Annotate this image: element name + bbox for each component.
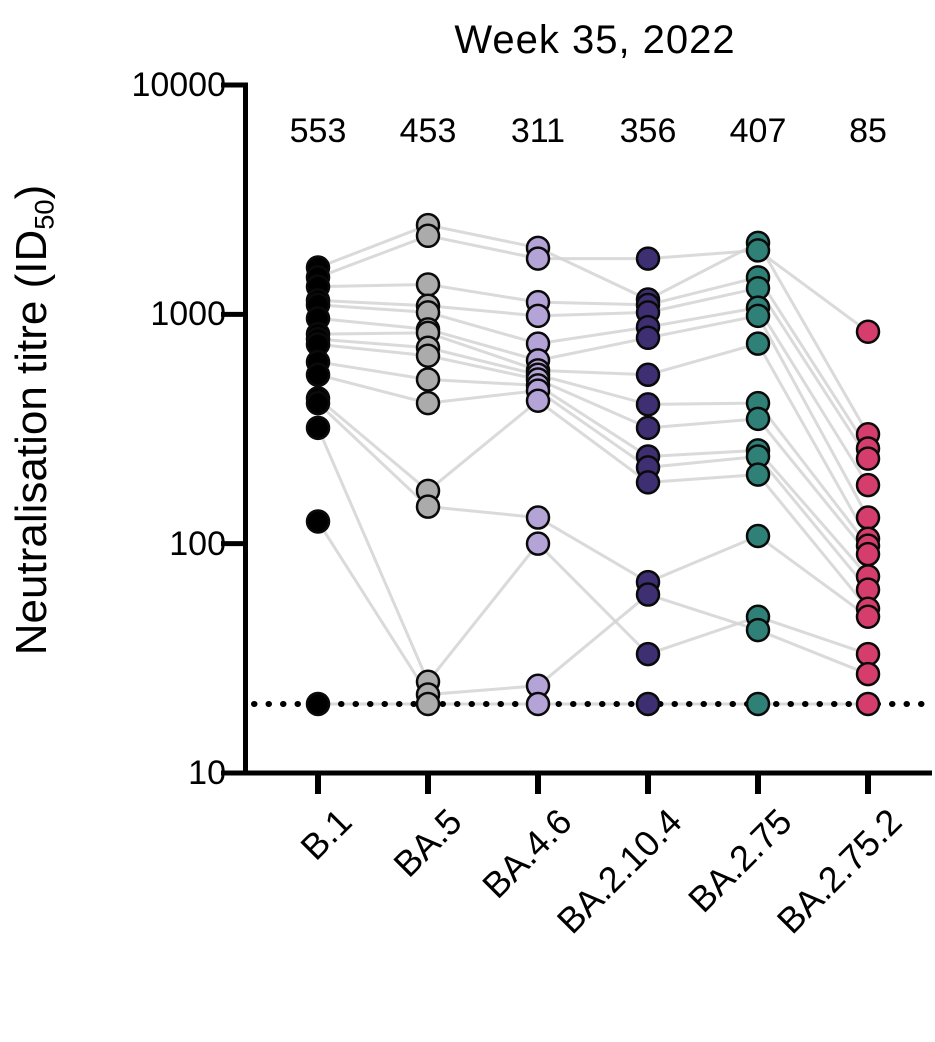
data-point-BA.2.75.2 [855, 541, 881, 567]
data-point-B.1 [305, 509, 331, 534]
data-point-BA.2.75 [745, 238, 771, 263]
serum-connection-line [317, 342, 870, 556]
data-point-BA.2.75 [745, 523, 771, 549]
data-point-BA.2.10.4 [635, 470, 661, 495]
data-point-BA.2.75 [745, 406, 771, 432]
gmt-label-BA.2.75.2: 85 [849, 112, 887, 150]
data-point-B.1 [305, 415, 331, 441]
serum-connection-line [317, 286, 870, 460]
serum-connection-line [316, 427, 869, 684]
data-point-BA.5 [415, 367, 441, 392]
data-point-BA.2.10.4 [635, 582, 661, 607]
gmt-label-B.1: 553 [289, 112, 347, 150]
y-tick-label-100: 100 [169, 524, 226, 563]
data-point-BA.4.6 [525, 388, 551, 413]
data-point-B.1 [305, 691, 331, 717]
data-point-BA.2.75.2 [855, 446, 881, 471]
serum-connection-line [317, 331, 870, 540]
data-point-B.1 [305, 362, 331, 388]
data-point-BA.4.6 [525, 246, 551, 271]
data-point-BA.2.75 [745, 617, 771, 643]
serum-connection-line [317, 397, 870, 610]
data-point-BA.2.10.4 [635, 691, 661, 717]
serum-connection-line [317, 303, 870, 486]
data-point-BA.2.10.4 [635, 362, 661, 388]
data-point-BA.2.75 [745, 331, 771, 356]
serum-connection-line [317, 373, 870, 591]
data-point-BA.2.10.4 [635, 246, 661, 271]
data-point-BA.4.6 [525, 303, 551, 329]
data-point-BA.4.6 [525, 531, 551, 556]
data-point-BA.4.6 [525, 691, 551, 717]
y-tick-label-10: 10 [188, 754, 226, 792]
gmt-label-BA.5: 453 [399, 112, 457, 150]
y-axis-label: Neutralisation titre (ID50) [4, 70, 60, 770]
y-axis-label-subscript: 50 [28, 199, 60, 230]
data-point-BA.2.10.4 [635, 325, 661, 351]
data-point-BA.2.75 [745, 691, 771, 717]
serum-connection-line [317, 337, 870, 547]
gmt-label-BA.2.10.4: 356 [619, 112, 677, 150]
serum-connection-line [317, 223, 870, 435]
gmt-label-BA.2.75: 407 [729, 112, 787, 150]
serum-connection-line [316, 520, 869, 696]
data-point-BA.5 [415, 272, 441, 297]
data-point-BA.2.10.4 [635, 641, 661, 667]
data-point-BA.5 [415, 343, 441, 368]
data-point-BA.2.75 [745, 462, 771, 487]
data-point-BA.5 [415, 223, 441, 249]
serum-connection-line [316, 402, 869, 618]
chart-title: Week 35, 2022 [454, 18, 736, 62]
data-point-BA.2.75.2 [855, 505, 881, 530]
data-point-BA.2.75.2 [855, 691, 881, 717]
data-point-BA.5 [415, 494, 441, 519]
serum-connection-line [317, 360, 870, 578]
data-point-BA.2.75 [745, 303, 771, 329]
serum-connection-line [317, 275, 870, 450]
y-tick-label-10000: 10000 [131, 66, 226, 104]
data-point-BA.2.75.2 [855, 604, 881, 630]
data-point-B.1 [305, 390, 331, 416]
serum-connection-line [317, 234, 869, 333]
data-point-BA.5 [415, 691, 441, 717]
data-point-BA.2.75.2 [855, 472, 881, 498]
data-point-BA.5 [415, 390, 441, 416]
y-axis-label-suffix: ) [7, 184, 56, 200]
data-point-BA.2.10.4 [635, 392, 661, 417]
serum-connection-line [317, 314, 870, 519]
y-tick-label-1000: 1000 [150, 295, 226, 334]
gmt-label-BA.4.6: 311 [510, 112, 566, 150]
data-point-BA.2.75.2 [855, 661, 881, 687]
data-point-BA.4.6 [525, 505, 551, 530]
data-point-BA.2.75.2 [855, 641, 881, 667]
data-point-BA.2.10.4 [635, 415, 661, 441]
data-point-BA.2.75.2 [855, 319, 881, 344]
